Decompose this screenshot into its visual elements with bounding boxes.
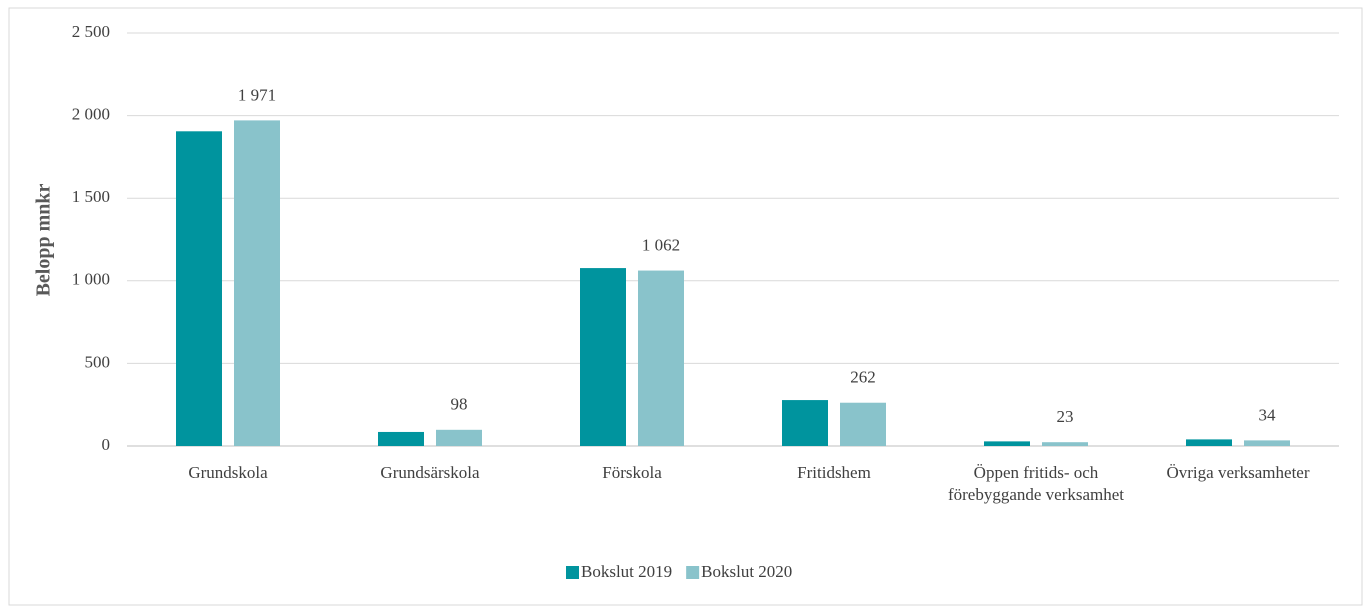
legend-swatch <box>566 566 579 579</box>
data-label: 98 <box>451 395 468 414</box>
x-tick-label: Övriga verksamheter <box>1166 463 1310 482</box>
bar <box>176 131 222 446</box>
data-label: 23 <box>1057 407 1074 426</box>
data-label: 1 062 <box>642 235 680 254</box>
y-tick-label: 2 500 <box>72 22 110 41</box>
y-tick-label: 500 <box>85 352 111 371</box>
legend-swatch <box>686 566 700 579</box>
bar <box>782 400 828 446</box>
bar <box>984 441 1030 446</box>
x-tick-label: Fritidshem <box>797 463 871 482</box>
y-axis-label: Belopp mnkr <box>33 183 55 296</box>
chart-border <box>8 7 1363 606</box>
x-tick-label: Förskola <box>602 463 662 482</box>
x-tick-label: Grundskola <box>188 463 268 482</box>
x-tick-label: Grundsärskola <box>380 463 480 482</box>
y-tick-label: 0 <box>102 435 111 454</box>
y-tick-label: 2 000 <box>72 105 110 124</box>
bar <box>234 120 280 446</box>
bar <box>1042 442 1088 446</box>
y-tick-label: 1 500 <box>72 187 110 206</box>
bar <box>1244 440 1290 446</box>
bar <box>840 402 886 446</box>
legend-label: Bokslut 2019 <box>581 562 672 581</box>
data-label: 34 <box>1259 405 1277 424</box>
bar <box>638 270 684 446</box>
y-tick-label: 1 000 <box>72 270 110 289</box>
data-label: 262 <box>850 368 876 387</box>
legend-label: Bokslut 2020 <box>701 562 792 581</box>
bar <box>436 429 482 446</box>
x-tick-label: Öppen fritids- och förebyggande verksamh… <box>947 463 1125 504</box>
data-label: 1 971 <box>238 85 276 104</box>
bar <box>378 431 424 446</box>
bar <box>1186 439 1232 446</box>
bar <box>580 268 626 446</box>
